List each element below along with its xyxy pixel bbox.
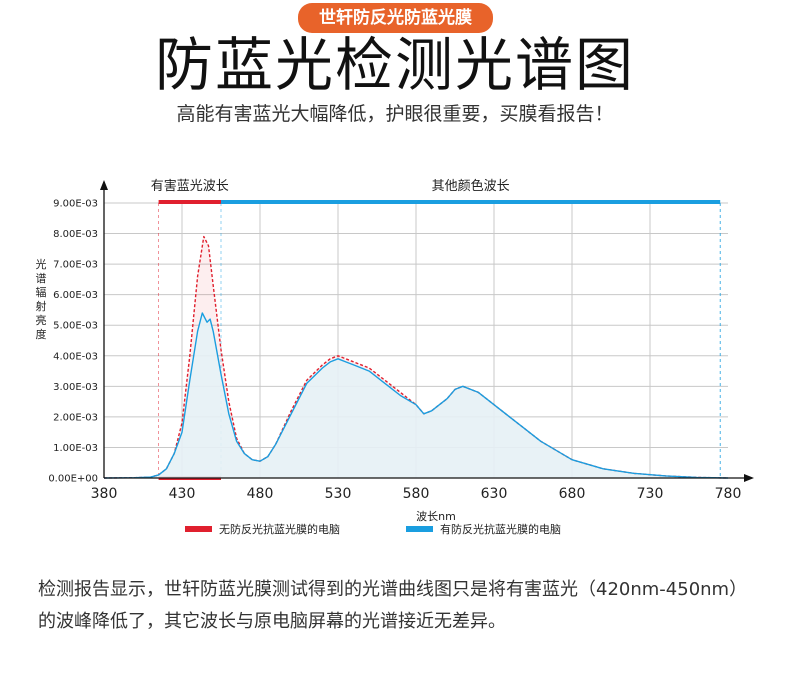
page-subtitle: 高能有害蓝光大幅降低，护眼很重要，买膜看报告！ (176, 103, 614, 125)
legend-label: 无防反光抗蓝光膜的电脑 (219, 522, 340, 536)
y-tick-label: 1.00E-03 (53, 443, 98, 454)
y-axis-label-char: 亮 (36, 313, 47, 327)
spectrum-chart: 0.00E+00 1.00E-03 2.00E-03 3.00E-03 4.00E-03… (36, 178, 754, 536)
x-tick-label: 430 (169, 486, 196, 502)
x-tick-label: 480 (247, 486, 274, 502)
y-tick-label: 6.00E-03 (53, 290, 98, 301)
x-axis-arrow (744, 474, 754, 482)
y-axis-label-char: 光 (36, 257, 47, 271)
legend-label: 有防反光抗蓝光膜的电脑 (440, 522, 561, 536)
x-axis-label: 波长nm (416, 510, 456, 523)
series-area (104, 313, 728, 478)
report-caption: 检测报告显示，世轩防蓝光膜测试得到的光谱曲线图只是将有害蓝光（420nm-450… (38, 579, 748, 632)
x-tick-label: 580 (403, 486, 430, 502)
x-tick-label: 730 (637, 486, 664, 502)
band-label: 有害蓝光波长 (151, 178, 229, 194)
y-tick-label: 8.00E-03 (53, 229, 98, 240)
chart-labels: 0.00E+00 1.00E-03 2.00E-03 3.00E-03 4.00E-03… (36, 178, 742, 536)
y-tick-label: 4.00E-03 (53, 351, 98, 362)
band-label: 其他颜色波长 (432, 178, 510, 194)
y-axis-label-char: 辐 (36, 285, 47, 299)
y-axis-label-char: 射 (36, 299, 47, 313)
x-tick-label: 780 (715, 486, 742, 502)
y-axis-label-char: 谱 (36, 271, 47, 285)
brand-badge: 世轩防反光防蓝光膜 (298, 3, 493, 33)
x-tick-label: 530 (325, 486, 352, 502)
series-layer (104, 235, 729, 479)
y-tick-label: 0.00E+00 (48, 474, 98, 485)
y-tick-label: 3.00E-03 (53, 382, 98, 393)
axes (100, 180, 754, 482)
y-tick-label: 5.00E-03 (53, 321, 98, 332)
x-tick-label: 680 (559, 486, 586, 502)
legend-swatch (185, 526, 212, 532)
series-line (104, 312, 729, 479)
x-tick-label: 380 (91, 486, 118, 502)
y-axis-label-char: 度 (36, 327, 47, 341)
y-tick-label: 9.00E-03 (53, 199, 98, 210)
y-tick-label: 7.00E-03 (53, 260, 98, 271)
y-axis-label: 光谱辐射亮度 (36, 257, 47, 341)
y-tick-label: 2.00E-03 (53, 412, 98, 423)
page-title: 防蓝光检测光谱图 (154, 31, 635, 99)
y-axis-arrow (100, 180, 108, 190)
x-tick-label: 630 (481, 486, 508, 502)
legend-swatch (406, 526, 433, 532)
